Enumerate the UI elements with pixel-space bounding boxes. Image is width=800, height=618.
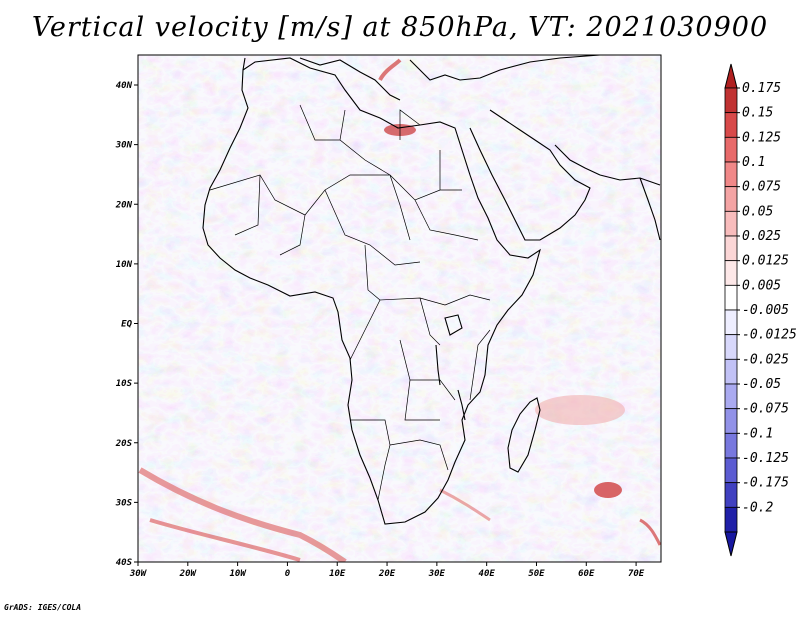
x-axis: 30W 20W 10W 0 10E 20E 30E 40E 50E 60E 70E (129, 562, 645, 579)
coastlines (202, 55, 661, 525)
madagascar-coastline (507, 397, 541, 473)
map-plot-area (137, 54, 662, 563)
y-tick-label: 40N (116, 81, 133, 91)
x-tick-label: 50E (528, 569, 545, 579)
y-tick-label: 20N (115, 200, 133, 210)
colorbar-swatch (724, 408, 738, 434)
southern-ocean-band (138, 467, 347, 562)
y-tick-label: 10N (116, 260, 133, 270)
colorbar-top-cap (724, 63, 738, 89)
y-tick-label: 40S (116, 558, 133, 568)
colorbar-label: 0.175 (742, 81, 781, 96)
colorbar-swatch (724, 260, 738, 286)
border-lines (209, 104, 491, 501)
colorbar-label: 0.0125 (742, 254, 789, 269)
x-tick-label: 20E (378, 569, 396, 579)
colorbar-swatch (724, 309, 738, 336)
colorbar-swatch (724, 136, 738, 163)
colorbar-label: 0.15 (742, 106, 773, 121)
colorbar-swatch (724, 506, 738, 533)
map-frame (137, 54, 662, 563)
colorbar-label: 0.025 (742, 229, 781, 244)
colorbar-swatch (724, 210, 738, 237)
colorbar-label: 0.075 (742, 180, 781, 195)
x-tick-label: 60E (578, 569, 595, 579)
colorbar-swatch (724, 358, 738, 385)
colorbar-swatch (724, 432, 738, 459)
southern-ocean-band-2 (149, 518, 301, 562)
colorbar-swatch (724, 457, 738, 484)
colorbar-label: -0.125 (742, 451, 789, 466)
x-tick-label: 30E (428, 569, 446, 579)
y-axis: 40N 30N 20N 10N EQ 10S 20S 30S 40S (115, 81, 138, 568)
colorbar-label: -0.05 (742, 377, 781, 392)
country-borders (209, 104, 491, 501)
indian-ocean-upwelling (535, 395, 625, 425)
y-tick-label: 10S (116, 379, 133, 389)
lake-malawi (457, 389, 466, 421)
x-tick-label: 0 (285, 569, 291, 579)
colorbar-label: 0.05 (742, 204, 773, 219)
colorbar-swatch (724, 482, 738, 508)
x-tick-label: 10E (329, 569, 346, 579)
colorbar-label: -0.075 (742, 402, 789, 417)
x-tick-label: 10W (229, 569, 247, 579)
x-tick-label: 30W (129, 569, 148, 579)
europe-coastline (242, 55, 601, 101)
colorbar-bottom-cap (724, 531, 738, 557)
chart-title: Vertical velocity [m/s] at 850hPa, VT: 2… (31, 12, 769, 43)
colorbar-swatch (724, 334, 738, 360)
y-tick-label: 30N (115, 141, 133, 151)
colorbar-swatch (724, 186, 738, 212)
x-tick-label: 40E (479, 569, 496, 579)
persian-gulf (554, 144, 661, 186)
colorbar-swatch (724, 383, 738, 410)
colorbar-label: -0.175 (742, 476, 789, 491)
velocity-features (138, 58, 661, 562)
colorbar-label: 0.005 (742, 278, 781, 293)
x-tick-label: 20W (179, 569, 198, 579)
arabia-coastline (469, 109, 591, 241)
colorbar-swatch (724, 235, 738, 262)
velocity-field (138, 55, 661, 562)
colorbar-swatch (724, 161, 738, 188)
y-tick-label: 20S (115, 439, 133, 449)
y-tick-label: EQ (121, 320, 132, 330)
indian-ocean-core (594, 482, 622, 498)
colorbar-label: -0.1 (742, 426, 773, 441)
agulhas-band (439, 488, 491, 522)
colorbar-legend: 0.175 0.15 0.125 0.1 0.075 0.05 0.025 0.0125 0.0… (724, 63, 797, 557)
india-coast (639, 177, 661, 241)
southeast-band (639, 518, 661, 546)
colorbar-label: -0.2 (742, 500, 773, 515)
colorbar-label: 0.1 (742, 155, 765, 170)
colorbar-label: 0.125 (742, 130, 781, 145)
colorbar-label: -0.005 (742, 303, 789, 318)
colorbar-swatch (724, 284, 738, 311)
africa-coastline (202, 57, 541, 525)
x-tick-label: 70E (628, 569, 645, 579)
colorbar-swatch (724, 87, 738, 114)
lake-victoria (444, 314, 463, 336)
europe-band (378, 58, 402, 81)
software-credit: GrADS: IGES/COLA (4, 603, 82, 612)
colorbar-label: -0.025 (742, 352, 789, 367)
colorbar-swatch (724, 112, 738, 138)
colorbar-label: -0.0125 (742, 328, 797, 343)
y-tick-label: 30S (115, 498, 133, 508)
